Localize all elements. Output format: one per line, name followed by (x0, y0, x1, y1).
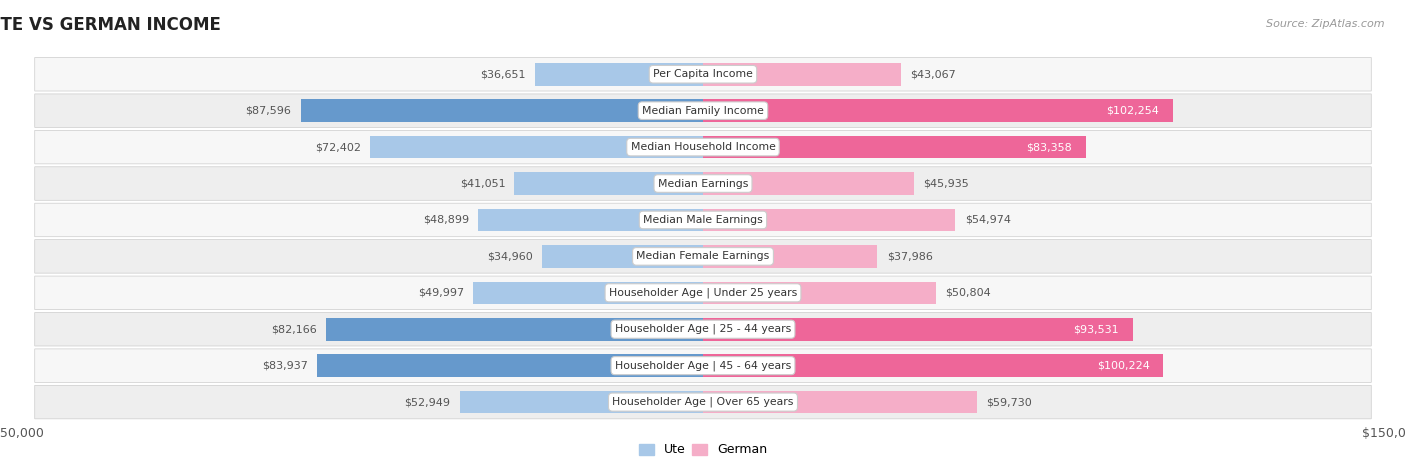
Bar (703, 172, 914, 195)
Bar (703, 282, 936, 304)
Text: $37,986: $37,986 (887, 251, 932, 262)
Text: $82,166: $82,166 (271, 324, 316, 334)
Text: $36,651: $36,651 (479, 69, 526, 79)
Text: Householder Age | 25 - 44 years: Householder Age | 25 - 44 years (614, 324, 792, 334)
Bar (703, 354, 1163, 377)
Text: $48,899: $48,899 (423, 215, 470, 225)
Text: $34,960: $34,960 (488, 251, 533, 262)
Text: Median Family Income: Median Family Income (643, 106, 763, 116)
Bar (703, 245, 877, 268)
Text: $100,224: $100,224 (1097, 361, 1150, 371)
FancyBboxPatch shape (35, 276, 1371, 310)
Text: $93,531: $93,531 (1073, 324, 1119, 334)
Text: $83,358: $83,358 (1026, 142, 1073, 152)
Text: Householder Age | 45 - 64 years: Householder Age | 45 - 64 years (614, 361, 792, 371)
Bar (534, 63, 703, 85)
Text: $83,937: $83,937 (263, 361, 308, 371)
Legend: Ute, German: Ute, German (634, 439, 772, 461)
Text: $43,067: $43,067 (910, 69, 956, 79)
FancyBboxPatch shape (35, 385, 1371, 419)
Text: Median Household Income: Median Household Income (630, 142, 776, 152)
Text: UTE VS GERMAN INCOME: UTE VS GERMAN INCOME (0, 16, 221, 34)
Bar (478, 209, 703, 231)
Bar (370, 136, 703, 158)
Text: $50,804: $50,804 (945, 288, 991, 298)
Text: Median Earnings: Median Earnings (658, 178, 748, 189)
FancyBboxPatch shape (35, 94, 1371, 127)
Text: $41,051: $41,051 (460, 178, 505, 189)
FancyBboxPatch shape (35, 57, 1371, 91)
Text: Householder Age | Over 65 years: Householder Age | Over 65 years (612, 397, 794, 407)
Bar (703, 136, 1085, 158)
Bar (301, 99, 703, 122)
Bar (318, 354, 703, 377)
Bar (703, 209, 956, 231)
Text: $54,974: $54,974 (965, 215, 1011, 225)
FancyBboxPatch shape (35, 349, 1371, 382)
Bar (460, 391, 703, 413)
Bar (703, 391, 977, 413)
Bar (474, 282, 703, 304)
Bar (326, 318, 703, 340)
Text: Median Female Earnings: Median Female Earnings (637, 251, 769, 262)
FancyBboxPatch shape (35, 312, 1371, 346)
Text: $72,402: $72,402 (315, 142, 361, 152)
FancyBboxPatch shape (35, 240, 1371, 273)
Text: Source: ZipAtlas.com: Source: ZipAtlas.com (1267, 19, 1385, 28)
Text: Householder Age | Under 25 years: Householder Age | Under 25 years (609, 288, 797, 298)
Text: Per Capita Income: Per Capita Income (652, 69, 754, 79)
Text: $45,935: $45,935 (924, 178, 969, 189)
Text: $102,254: $102,254 (1107, 106, 1159, 116)
Bar (543, 245, 703, 268)
Bar (515, 172, 703, 195)
Text: $52,949: $52,949 (405, 397, 450, 407)
Text: $59,730: $59,730 (987, 397, 1032, 407)
Text: $49,997: $49,997 (418, 288, 464, 298)
Text: $87,596: $87,596 (246, 106, 291, 116)
FancyBboxPatch shape (35, 167, 1371, 200)
Text: Median Male Earnings: Median Male Earnings (643, 215, 763, 225)
Bar (703, 63, 901, 85)
FancyBboxPatch shape (35, 130, 1371, 164)
Bar (703, 99, 1173, 122)
Bar (703, 318, 1133, 340)
FancyBboxPatch shape (35, 203, 1371, 237)
